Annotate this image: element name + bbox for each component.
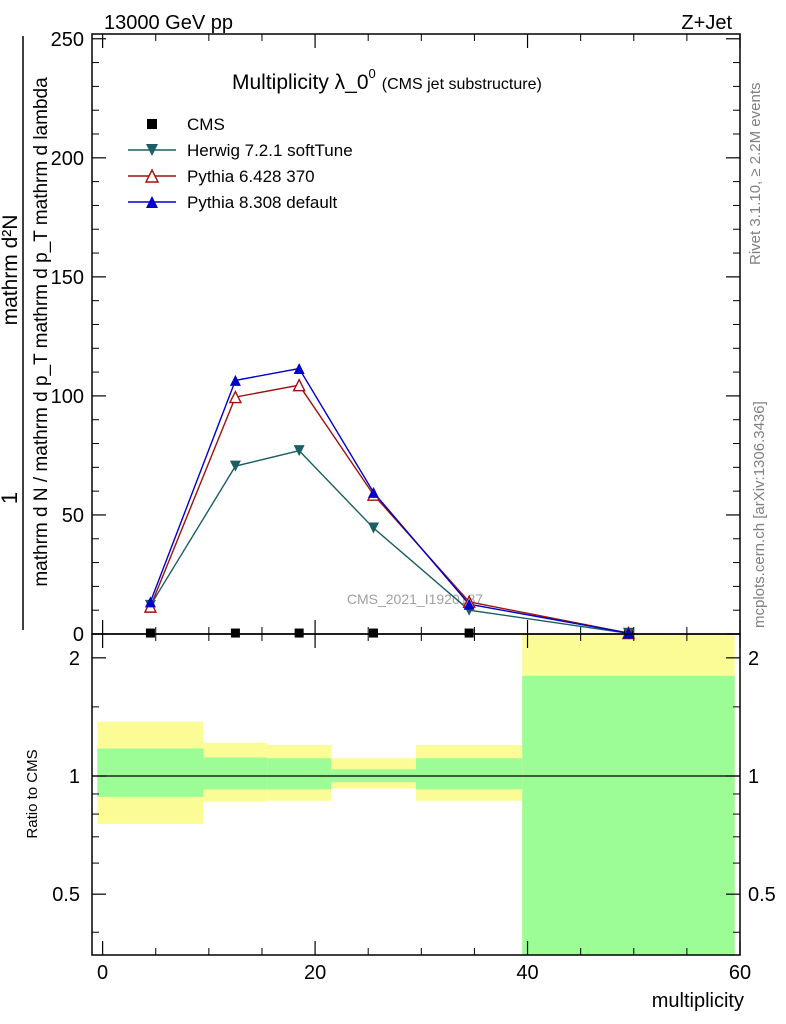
- series-3-point-4: [463, 598, 475, 610]
- legend-label-1: Herwig 7.2.1 softTune: [187, 141, 353, 160]
- y-label-numerator: 1: [0, 492, 22, 504]
- legend-marker-0: [147, 119, 157, 129]
- series-0-point-3: [369, 628, 379, 638]
- xtick-label-0: 0: [97, 962, 108, 984]
- series-2-point-2: [292, 378, 306, 392]
- series-line-3: [149, 367, 629, 634]
- ratio-y-label: Ratio to CMS: [24, 749, 41, 838]
- main-ytick-label-5: 250: [51, 29, 84, 51]
- series-0-point-2: [294, 628, 304, 638]
- legend-label-3: Pythia 8.308 default: [187, 193, 338, 212]
- energy-label: 13000 GeV pp: [104, 12, 233, 34]
- plot-title-sup: 0: [369, 66, 376, 81]
- legend-marker-3: [146, 196, 158, 208]
- y-label-denominator: mathrm d N / mathrm d p_T mathrm d p_T m…: [31, 77, 52, 587]
- main-ytick-label-3: 150: [51, 267, 84, 289]
- main-series-lines: [149, 367, 629, 634]
- plot-title-sub: (CMS jet substructure): [382, 76, 542, 93]
- series-line-2: [149, 384, 629, 634]
- series-3-point-5: [622, 627, 634, 639]
- plot-title: Multiplicity λ_00 (CMS jet substructure): [232, 66, 542, 94]
- ratio-inner-band-0: [97, 748, 204, 797]
- main-ytick-label-0: 0: [73, 624, 84, 646]
- series-line-1: [149, 449, 629, 634]
- process-label: Z+Jet: [681, 12, 732, 34]
- ratio-ytick-label-right-0: 0.5: [748, 884, 776, 906]
- legend-label-2: Pythia 6.428 370: [187, 167, 315, 186]
- series-0-point-4: [464, 628, 474, 638]
- ratio-frame: [91, 633, 741, 956]
- ratio-inner-band-2: [267, 758, 332, 790]
- rivet-label: Rivet 3.1.10, ≥ 2.2M events: [747, 83, 764, 266]
- series-0-point-1: [230, 628, 240, 638]
- ratio-ytick-label-left-2: 2: [69, 648, 80, 670]
- series-1-point-2: [293, 445, 305, 457]
- series-3-point-1: [229, 374, 241, 386]
- main-ytick-label-4: 200: [51, 148, 84, 170]
- analysis-watermark: CMS_2021_I1920187: [347, 591, 483, 607]
- mcplots-label: mcplots.cern.ch [arXiv:1306.3436]: [751, 401, 768, 628]
- x-axis-label: multiplicity: [652, 990, 744, 1012]
- ratio-ytick-label-right-2: 2: [748, 648, 759, 670]
- y-label-top: mathrm d²N: [0, 215, 22, 326]
- series-1-point-3: [368, 522, 380, 534]
- xtick-label-1: 20: [304, 962, 326, 984]
- ratio-inner-band-1: [203, 757, 268, 790]
- ratio-inner-band-4: [416, 758, 523, 790]
- legend-entry-0: CMS: [147, 115, 225, 134]
- legend-entry-1: Herwig 7.2.1 softTune: [128, 141, 353, 160]
- legend: CMS Herwig 7.2.1 softTune Pythia 6.428 370…: [128, 115, 353, 212]
- legend-label-0: CMS: [187, 115, 225, 134]
- ratio-bands: [92, 634, 740, 955]
- series-3-point-3: [368, 486, 380, 498]
- main-series-markers: [143, 363, 636, 640]
- legend-entry-2: Pythia 6.428 370: [128, 167, 315, 186]
- plot-title-main: Multiplicity λ_0: [232, 71, 369, 94]
- ratio-inner-band-5: [522, 675, 735, 955]
- main-ytick-label-1: 50: [62, 505, 84, 527]
- legend-entry-3: Pythia 8.308 default: [128, 193, 338, 212]
- xtick-label-2: 40: [516, 962, 538, 984]
- series-3-point-0: [144, 596, 156, 608]
- legend-marker-1: [146, 144, 158, 156]
- series-2-point-1: [228, 390, 243, 404]
- ratio-ytick-label-right-1: 1: [748, 766, 759, 788]
- xtick-label-3: 60: [729, 962, 751, 984]
- legend-marker-2: [144, 168, 160, 183]
- main-y-label: 1 mathrm d²N mathrm d N / mathrm d p_T m…: [0, 36, 52, 630]
- series-1-point-1: [229, 460, 241, 472]
- series-0-point-0: [145, 628, 155, 638]
- ratio-ytick-label-left-1: 1: [69, 766, 80, 788]
- ratio-ytick-label-left-0: 0.5: [52, 884, 80, 906]
- main-ytick-label-2: 100: [51, 386, 84, 408]
- series-3-point-2: [293, 363, 305, 375]
